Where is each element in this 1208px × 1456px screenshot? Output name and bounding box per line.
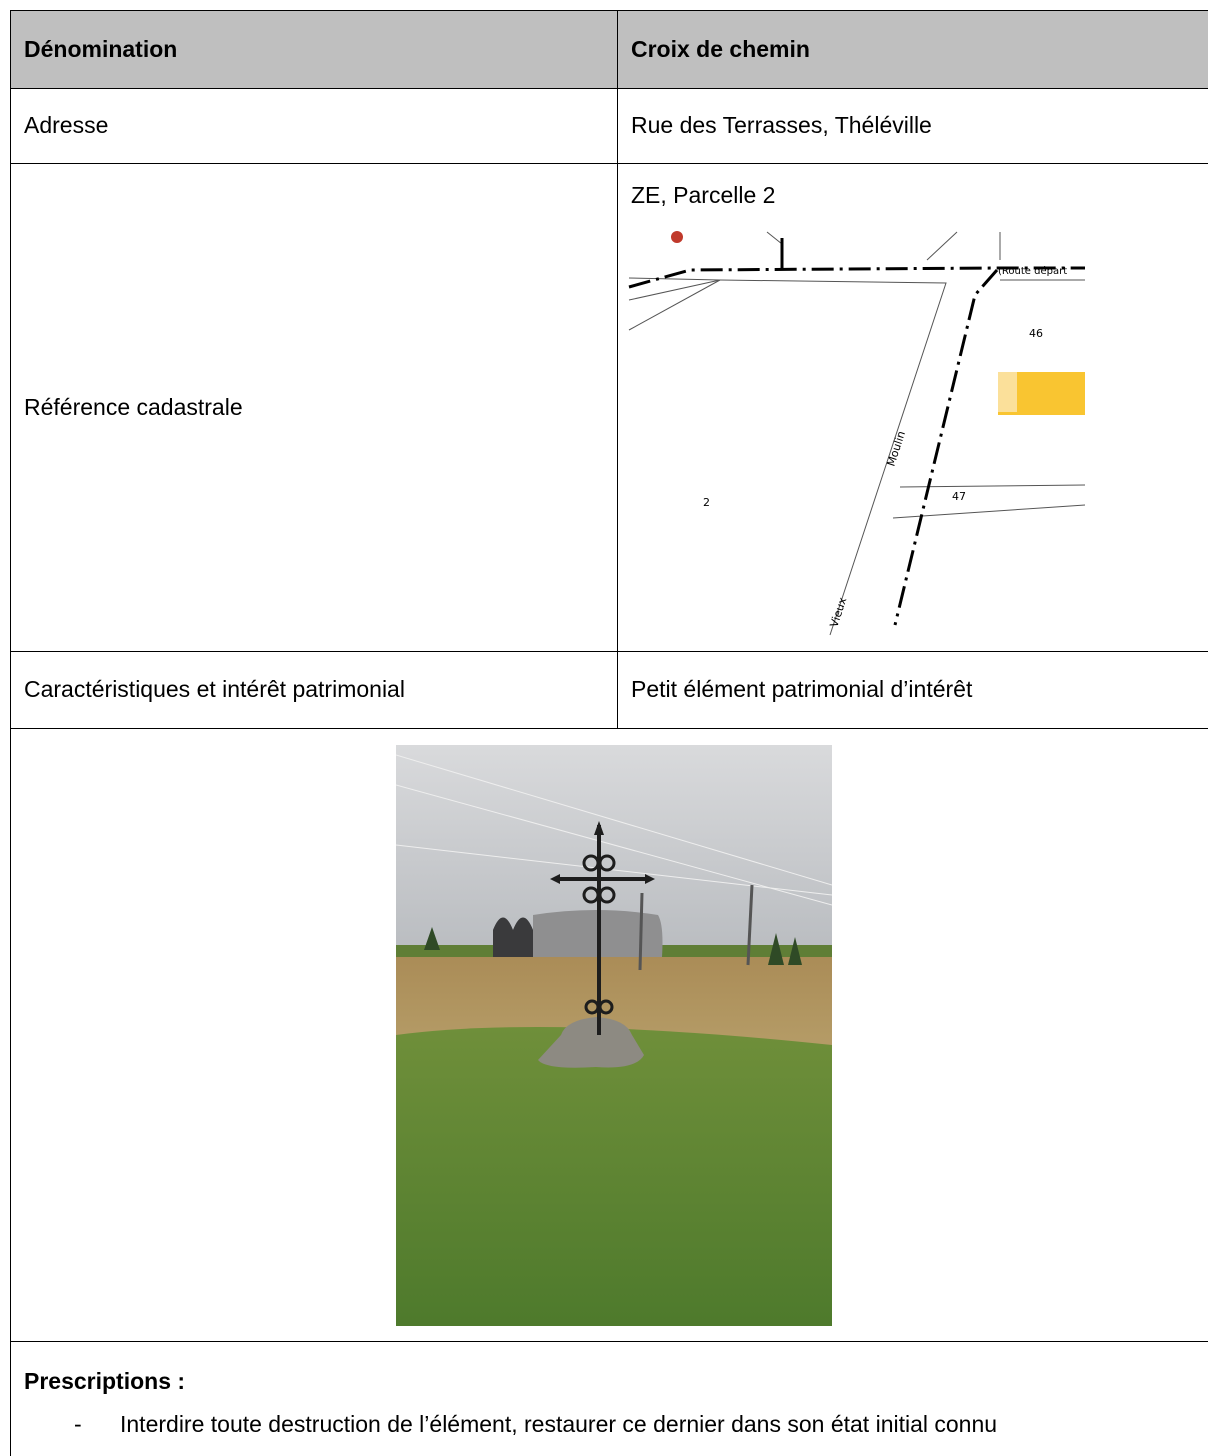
rule [10,1341,1208,1342]
label-cell: Référence cadastrale [24,393,243,420]
prescription-item: Interdire toute destruction de l’élément… [120,1411,998,1437]
tree [424,927,440,950]
cadastral-map: (Route départ 46 2 47 Moulin Vieux [627,230,1085,636]
rule [10,88,1208,89]
rule [10,10,1208,11]
header-cell: Croix de chemin [631,35,810,62]
parcel-lines [628,231,1085,636]
map-bg [627,230,1085,636]
poles [638,884,754,971]
rule [10,10,11,1456]
iron-cross [554,825,651,1035]
hangar [493,910,663,957]
photo [396,745,832,1326]
cross-tips [550,821,655,884]
map-label: (Route départ [998,265,1067,277]
marker [671,231,683,243]
rule [617,10,618,728]
commune-boundary [628,266,1085,626]
grass [396,1027,832,1326]
rule [10,163,1208,164]
value-cell: ZE, Parcelle 2 [631,182,776,208]
label-cell: Adresse [24,112,109,138]
hangar-openings [493,917,533,957]
building [998,372,1017,412]
bullet: - [74,1411,82,1437]
value-cell: Rue des Terrasses, Théléville [631,112,932,138]
tree [768,933,802,965]
value-cell: Petit élément patrimonial d’intérêt [631,676,973,702]
rule [10,651,1208,652]
rule [10,728,1208,729]
map-label: 46 [1029,327,1043,340]
map-label: 2 [703,496,710,509]
power-lines [396,754,832,906]
header-bg [10,10,1208,88]
label-cell: Caractéristiques et intérêt patrimonial [24,676,405,702]
stone-base [538,1017,644,1068]
header-cell: Dénomination [24,35,178,62]
map-label: 47 [952,490,966,503]
prescriptions-title: Prescriptions : [24,1368,186,1394]
